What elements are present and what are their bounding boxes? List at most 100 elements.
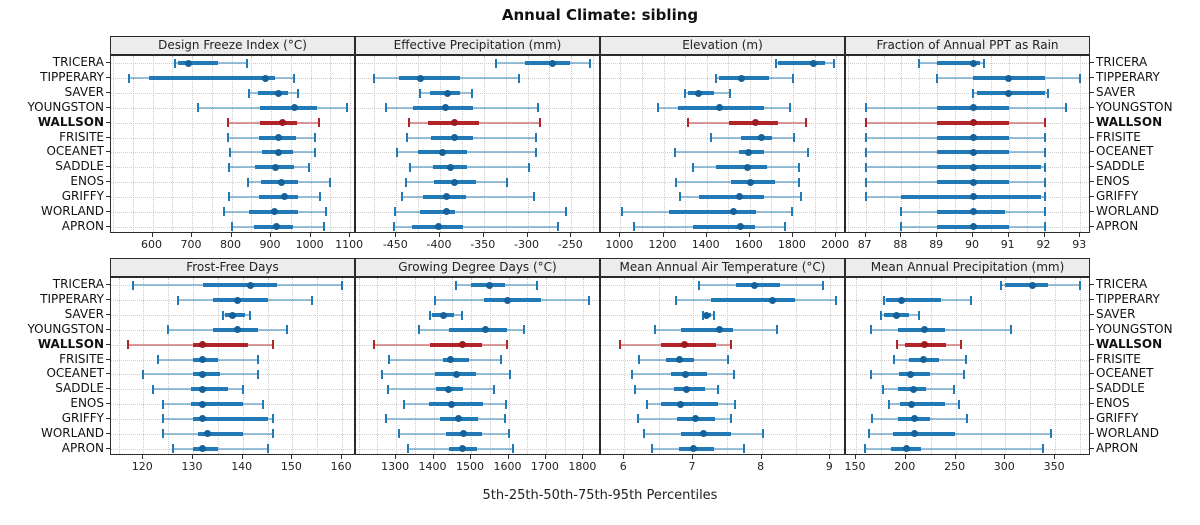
whisker-cap-low (404, 177, 407, 187)
whisker-cap-low (674, 147, 677, 157)
whisker-cap-high (952, 384, 955, 394)
row-guide (601, 93, 844, 95)
gridline (930, 278, 932, 454)
iqr-bar (937, 61, 981, 66)
category-label-left: OCEANET (46, 366, 104, 381)
row-guide (846, 78, 1089, 80)
iqr-bar (892, 431, 956, 436)
whisker-cap-low (684, 88, 687, 98)
gridline (663, 56, 665, 232)
y-tick (1090, 136, 1094, 138)
whisker-cap-low (710, 133, 712, 143)
gridline (290, 56, 292, 232)
whisker-cap-high (762, 429, 764, 439)
row-guide (356, 374, 599, 376)
row-guide (601, 122, 844, 124)
whisker-cap-low (227, 162, 230, 172)
whisker-cap-high (492, 384, 495, 394)
gridline (571, 56, 573, 232)
whisker-cap-low (864, 118, 867, 128)
y-tick (1090, 92, 1094, 94)
row-guide (601, 389, 844, 391)
x-tick-label: 1100 (335, 238, 364, 251)
median-dot (459, 430, 467, 438)
median-dot (969, 163, 977, 171)
whisker-cap-high (311, 295, 314, 305)
whisker-cap-high (328, 177, 331, 187)
whisker-cap-low (162, 399, 165, 409)
gridline (642, 56, 643, 232)
whisker-cap-high (470, 88, 473, 98)
y-tick (106, 328, 110, 330)
whisker-cap-low (634, 384, 637, 394)
whisker-cap-high (504, 414, 507, 424)
median-dot (261, 74, 269, 82)
whisker-cap-high (982, 58, 985, 68)
whisker-cap-high (964, 355, 967, 365)
x-tick-label: 1800 (568, 460, 597, 473)
category-label-left: FRISITE (59, 351, 104, 366)
whisker-cap-low (864, 133, 867, 143)
median-dot (681, 370, 689, 378)
row-guide (356, 448, 599, 450)
gridline (1005, 278, 1007, 454)
gridline (1080, 278, 1081, 454)
y-tick (1090, 343, 1094, 345)
y-tick (106, 343, 110, 345)
row-guide (601, 374, 844, 376)
whisker (401, 195, 534, 198)
median-dot (275, 89, 283, 97)
gridline (814, 56, 816, 232)
whisker-cap-high (1043, 133, 1046, 143)
row-guide (111, 182, 354, 184)
gridline (217, 278, 219, 454)
panel-plot (600, 55, 845, 233)
gridline (658, 278, 660, 454)
whisker-cap-high (271, 429, 274, 439)
gridline (955, 278, 957, 454)
row-guide (356, 78, 599, 80)
y-tick (106, 388, 110, 390)
panel-plot (110, 277, 355, 455)
category-label-right: WALLSON (1096, 114, 1163, 129)
whisker-cap-low (864, 192, 867, 202)
whisker-cap-low (162, 429, 165, 439)
whisker-cap-low (1000, 280, 1003, 290)
whisker-cap-low (152, 384, 155, 394)
gridline (795, 278, 797, 454)
y-tick (1090, 121, 1094, 123)
gridline (461, 56, 463, 232)
whisker-cap-high (730, 340, 733, 350)
whisker-cap-low (230, 222, 233, 232)
gridline (172, 56, 174, 232)
median-dot (548, 59, 556, 67)
row-guide (111, 93, 354, 95)
iqr-bar (1005, 283, 1049, 288)
iqr-bar (885, 298, 941, 303)
x-tick (439, 233, 440, 237)
y-tick (1090, 388, 1094, 390)
median-dot (907, 370, 915, 378)
row-guide (601, 404, 844, 406)
row-guide (846, 285, 1089, 287)
x-tick (900, 233, 902, 237)
median-dot (911, 430, 919, 438)
category-label-right: APRON (1096, 218, 1139, 233)
median-dot (1028, 281, 1036, 289)
whisker-cap-low (400, 192, 403, 202)
whisker-cap-low (157, 355, 160, 365)
row-guide (356, 226, 599, 228)
whisker-cap-high (729, 88, 732, 98)
whisker-cap-high (261, 399, 264, 409)
gridline (836, 56, 838, 232)
x-tick-label: 89 (929, 238, 944, 251)
iqr-bar (419, 209, 455, 214)
y-tick (1090, 225, 1094, 227)
category-label-left: TRICERA (52, 55, 104, 70)
x-tick-label: 350 (1043, 460, 1065, 473)
x-tick (692, 455, 693, 459)
row-guide (356, 300, 599, 302)
iqr-bar (178, 61, 218, 66)
category-label-right: APRON (1096, 440, 1139, 455)
iqr-bar (190, 402, 243, 407)
